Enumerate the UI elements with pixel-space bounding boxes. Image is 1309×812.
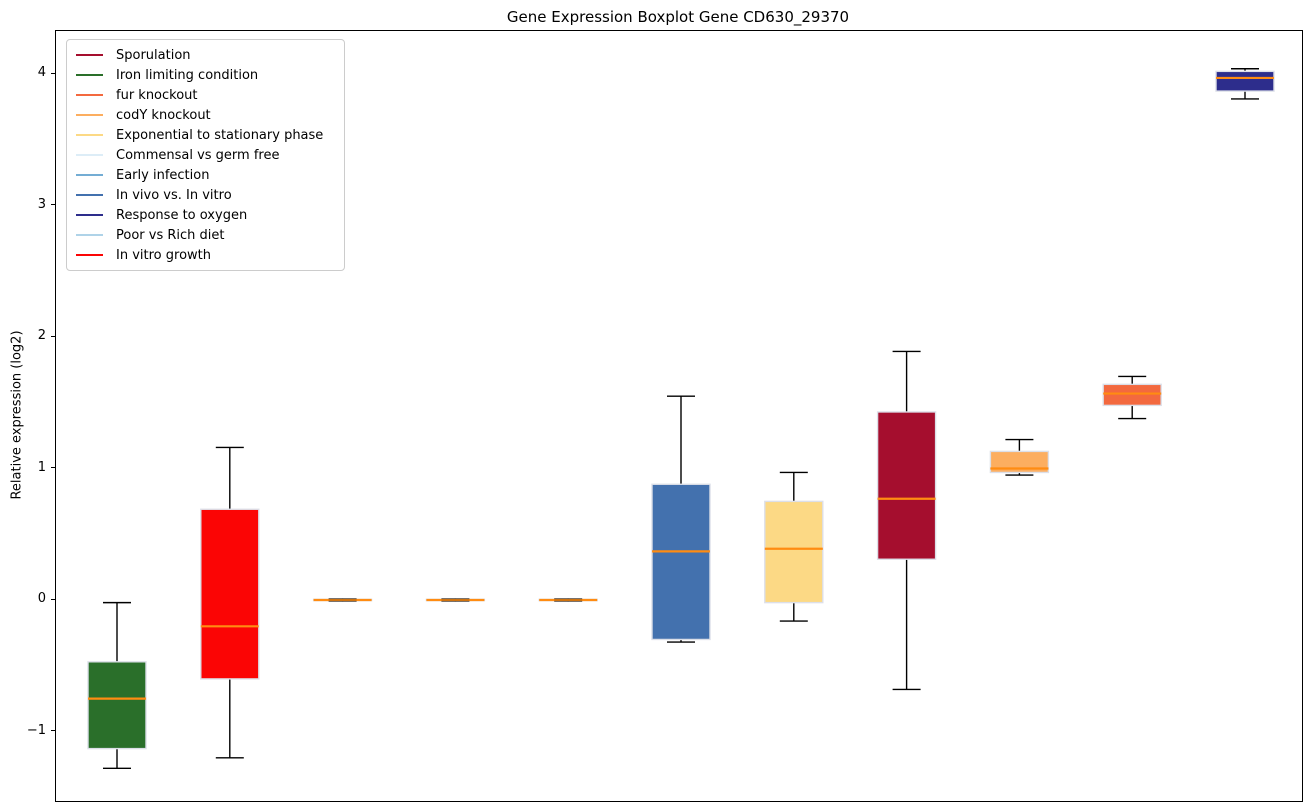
y-tick-mark [51, 598, 55, 600]
y-tick-label: 2 [37, 328, 46, 343]
legend-label: Sporulation [116, 47, 191, 63]
y-tick-label: 4 [37, 65, 46, 80]
y-tick-mark [51, 72, 55, 74]
legend-item-sporulation: Sporulation [76, 45, 335, 65]
legend-label: codY knockout [116, 107, 211, 123]
legend-swatch-icon [76, 113, 103, 117]
legend-item-response-to-oxygen: Response to oxygen [76, 205, 335, 225]
boxplot-exponential-to-stationary-phase [764, 471, 824, 622]
legend-label: Response to oxygen [116, 207, 248, 223]
boxplot-iron-limiting-condition [87, 601, 147, 770]
box [876, 411, 937, 560]
boxplot-in-vitro-growth [200, 446, 260, 759]
legend-item-early-infection: Early infection [76, 165, 335, 185]
legend-label: Commensal vs germ free [116, 147, 280, 163]
y-tick-label: 3 [37, 196, 46, 212]
legend-item-iron-limiting-condition: Iron limiting condition [76, 65, 335, 85]
legend-item-in-vitro-growth: In vitro growth [76, 245, 335, 265]
box [200, 508, 260, 680]
box [87, 661, 147, 750]
legend-swatch-icon [76, 153, 103, 157]
box [989, 450, 1050, 474]
boxplot-svg [87, 68, 1275, 770]
y-tick-mark [51, 335, 55, 337]
box [764, 500, 824, 604]
box [651, 483, 711, 641]
boxplot-cody-knockout [989, 438, 1050, 476]
legend-label: Poor vs Rich diet [116, 227, 225, 243]
legend: Sporulation Iron limiting condition fur kn… [66, 39, 345, 271]
legend-item-poor-vs-rich-diet: Poor vs Rich diet [76, 225, 335, 245]
legend-swatch-icon [76, 73, 103, 77]
legend-swatch-icon [76, 133, 103, 137]
box [1102, 383, 1162, 407]
legend-item-exponential-to-stationary-phase: Exponential to stationary phase [76, 125, 335, 145]
legend-label: Iron limiting condition [116, 67, 259, 83]
legend-label: Early infection [116, 167, 210, 183]
y-tick-mark [51, 467, 55, 469]
legend-item-cody-knockout: codY knockout [76, 105, 335, 125]
legend-item-in-vivo-vs-in-vitro: In vivo vs. In vitro [76, 185, 335, 205]
boxplot-fur-knockout [1102, 375, 1162, 420]
legend-item-commensal-vs-germ-free: Commensal vs germ free [76, 145, 335, 165]
y-tick-label: 1 [37, 459, 46, 475]
y-tick-mark [51, 730, 55, 732]
legend-swatch-icon [76, 93, 103, 97]
boxplot-in-vivo-vs-in-vitro [651, 395, 711, 643]
legend-label: fur knockout [116, 87, 198, 103]
boxplot-early-infection [425, 597, 486, 603]
chart-title: Gene Expression Boxplot Gene CD630_29370 [506, 8, 850, 26]
legend-label: In vivo vs. In vitro [116, 187, 232, 203]
box [1215, 70, 1275, 92]
boxplot-response-to-oxygen [1215, 68, 1275, 100]
legend-swatch-icon [76, 213, 103, 217]
legend-label: Exponential to stationary phase [116, 127, 324, 143]
legend-label: In vitro growth [116, 247, 211, 263]
boxplot-poor-vs-rich-diet [538, 597, 598, 603]
legend-swatch-icon [76, 253, 103, 257]
legend-item-fur-knockout: fur knockout [76, 85, 335, 105]
legend-swatch-icon [76, 233, 103, 237]
legend-swatch-icon [76, 193, 103, 197]
y-tick-label: −1 [26, 722, 46, 738]
legend-swatch-icon [76, 173, 103, 177]
legend-swatch-icon [76, 53, 103, 57]
y-tick-mark [51, 204, 55, 206]
boxplot-sporulation [876, 350, 937, 691]
y-tick-label: 0 [37, 591, 46, 606]
boxplot-commensal-vs-germ-free [312, 597, 373, 603]
